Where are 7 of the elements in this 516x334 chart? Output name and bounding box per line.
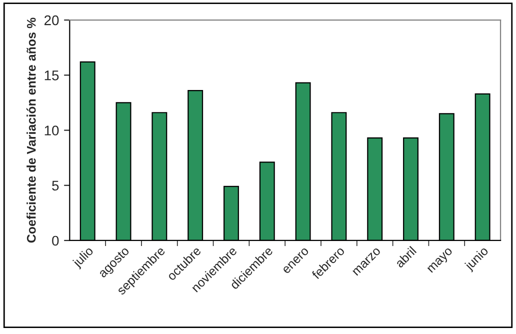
y-tick-label: 20 — [44, 15, 59, 26]
y-tick-label: 10 — [44, 126, 59, 136]
x-tick-label: julio — [72, 246, 96, 270]
y-tick-label: 5 — [52, 180, 59, 191]
y-axis-title: Coeficiente de Variación entre años % — [26, 18, 36, 243]
y-tick-label: 15 — [44, 70, 59, 80]
y-tick-label: 0 — [52, 236, 59, 246]
